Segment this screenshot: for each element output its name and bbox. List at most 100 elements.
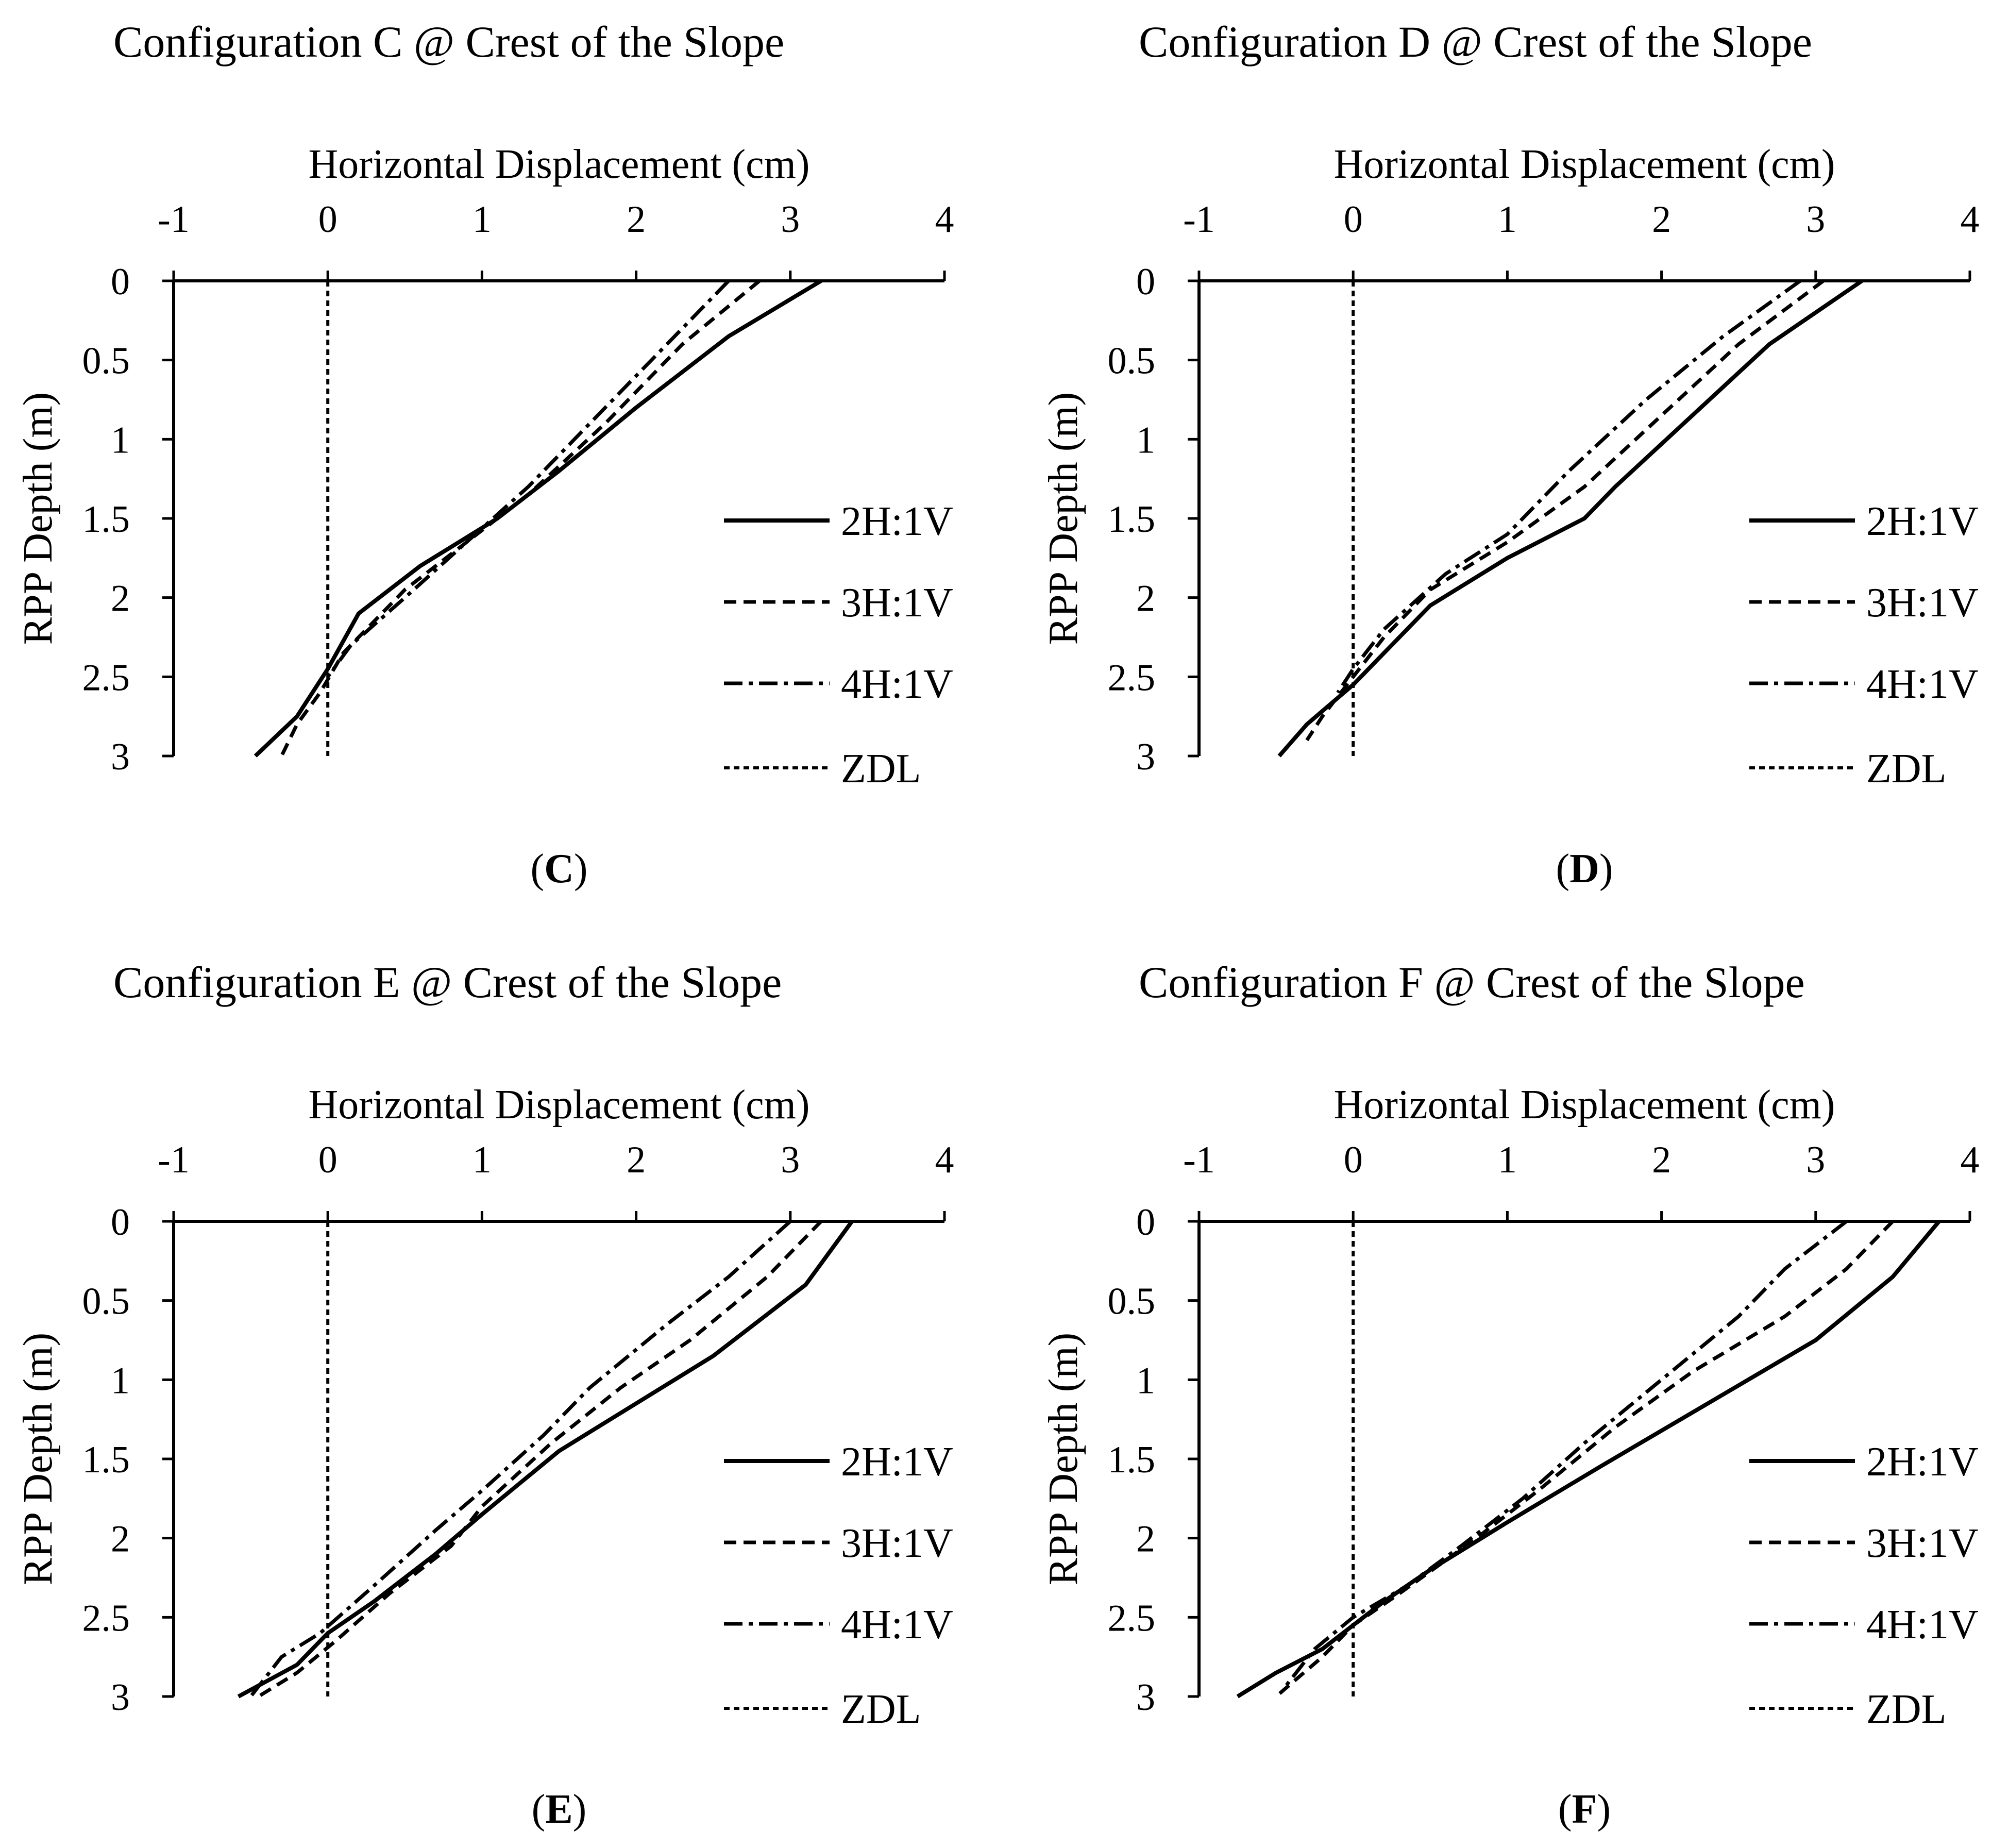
- panel-caption-letter: C: [544, 846, 574, 892]
- legend-label: 4H:1V: [841, 1602, 953, 1648]
- series-line-4h-1v: [1282, 1220, 1848, 1690]
- y-axis-label: RPP Depth (m): [15, 1333, 61, 1585]
- x-tick-label: 4: [935, 198, 954, 241]
- y-tick-label: 3: [1136, 1676, 1155, 1719]
- y-tick-label: 3: [1136, 736, 1155, 778]
- x-tick-label: 0: [1344, 1139, 1363, 1181]
- y-tick-label: 0.5: [82, 1281, 130, 1323]
- series-line-4h-1v: [1336, 279, 1801, 694]
- y-tick-label: 2: [1136, 578, 1155, 620]
- chart-title: Configuration D @ Crest of the Slope: [1139, 17, 1812, 66]
- y-tick-label: 1: [111, 419, 130, 461]
- x-axis-label: Horizontal Displacement (cm): [309, 1082, 810, 1128]
- x-tick-label: -1: [158, 198, 190, 241]
- x-tick-label: 2: [627, 198, 646, 241]
- chart-title: Configuration C @ Crest of the Slope: [113, 17, 784, 66]
- series-line-2h-1v: [254, 279, 822, 758]
- chart-panel-f: Configuration F @ Crest of the Slope Hori…: [1041, 957, 1980, 1832]
- x-tick-label: -1: [1183, 1139, 1215, 1181]
- x-tick-label: 0: [318, 198, 337, 241]
- panel-caption: (E): [532, 1787, 587, 1832]
- x-tick-label: -1: [158, 1139, 190, 1181]
- x-tick-label: 0: [1344, 198, 1363, 241]
- y-tick-label: 1.5: [1108, 498, 1156, 541]
- x-tick-label: 3: [781, 198, 800, 241]
- legend-label: ZDL: [841, 746, 921, 792]
- legend-label: 3H:1V: [841, 1521, 953, 1566]
- panel-caption-letter: E: [545, 1787, 572, 1832]
- legend-label: 2H:1V: [1866, 499, 1979, 544]
- y-axis-label: RPP Depth (m): [15, 392, 61, 645]
- legend-label: 4H:1V: [1866, 662, 1979, 707]
- chart-panel-e: Configuration E @ Crest of the Slope Hori…: [15, 957, 954, 1832]
- y-tick-label: 1: [1136, 1359, 1155, 1402]
- panel-caption: (D): [1556, 846, 1613, 892]
- series-line-3h-1v: [280, 279, 761, 757]
- series-line-2h-1v: [1277, 279, 1863, 758]
- legend-label: 3H:1V: [1866, 580, 1979, 626]
- x-tick-label: 2: [1652, 198, 1671, 241]
- legend-label: 4H:1V: [1866, 1602, 1979, 1648]
- panel-caption-letter: F: [1572, 1787, 1597, 1832]
- x-tick-label: 3: [781, 1139, 800, 1181]
- series-line-4h-1v: [249, 1220, 792, 1698]
- chart-title: Configuration E @ Crest of the Slope: [113, 957, 782, 1007]
- legend-label: 4H:1V: [841, 662, 953, 707]
- y-tick-label: 2: [111, 578, 130, 620]
- y-tick-label: 1.5: [1108, 1439, 1156, 1481]
- legend-label: 3H:1V: [841, 580, 953, 626]
- y-tick-label: 0.5: [82, 340, 130, 382]
- y-tick-label: 2: [1136, 1518, 1155, 1560]
- x-tick-label: 1: [1498, 1139, 1517, 1181]
- chart-title: Configuration F @ Crest of the Slope: [1139, 957, 1805, 1007]
- x-axis-label: Horizontal Displacement (cm): [1334, 142, 1835, 187]
- series-line-3h-1v: [1275, 1220, 1894, 1698]
- x-tick-label: 4: [1961, 198, 1980, 241]
- series-line-3h-1v: [1305, 279, 1825, 742]
- y-tick-label: 3: [111, 1676, 130, 1719]
- series-line-3h-1v: [257, 1220, 823, 1698]
- y-tick-label: 1.5: [82, 498, 130, 541]
- legend-label: ZDL: [1866, 1687, 1947, 1732]
- panel-caption-letter: D: [1569, 846, 1599, 892]
- x-tick-label: 2: [1652, 1139, 1671, 1181]
- x-tick-label: 3: [1806, 198, 1825, 241]
- y-tick-label: 0: [111, 1201, 130, 1244]
- x-axis-label: Horizontal Displacement (cm): [309, 142, 810, 187]
- legend-label: ZDL: [841, 1687, 921, 1732]
- y-tick-label: 2.5: [82, 1597, 130, 1639]
- series-line-4h-1v: [326, 279, 730, 678]
- x-tick-label: 4: [935, 1139, 954, 1181]
- y-tick-label: 2: [111, 1518, 130, 1560]
- y-tick-label: 0: [1136, 261, 1155, 303]
- y-tick-label: 0: [111, 261, 130, 303]
- y-tick-label: 2.5: [82, 657, 130, 699]
- x-tick-label: 3: [1806, 1139, 1825, 1181]
- x-axis-label: Horizontal Displacement (cm): [1334, 1082, 1835, 1128]
- y-tick-label: 2.5: [1108, 657, 1156, 699]
- series-line-2h-1v: [237, 1220, 854, 1699]
- y-tick-label: 0.5: [1108, 340, 1156, 382]
- x-tick-label: 1: [472, 1139, 492, 1181]
- chart-panel-d: Configuration D @ Crest of the Slope Hori…: [1041, 17, 1980, 892]
- legend-label: 2H:1V: [841, 1439, 953, 1485]
- x-tick-label: 0: [318, 1139, 337, 1181]
- x-tick-label: 4: [1961, 1139, 1980, 1181]
- legend-label: 2H:1V: [1866, 1439, 1979, 1485]
- y-tick-label: 1: [111, 1359, 130, 1402]
- x-tick-label: 2: [627, 1139, 646, 1181]
- y-tick-label: 1.5: [82, 1439, 130, 1481]
- y-tick-label: 2.5: [1108, 1597, 1156, 1639]
- x-tick-label: 1: [1498, 198, 1517, 241]
- series-line-2h-1v: [1236, 1220, 1941, 1699]
- legend-label: 3H:1V: [1866, 1521, 1979, 1566]
- legend-label: ZDL: [1866, 746, 1947, 792]
- x-tick-label: 1: [472, 198, 492, 241]
- chart-panel-c: Configuration C @ Crest of the Slope Hori…: [15, 17, 954, 892]
- legend-label: 2H:1V: [841, 499, 953, 544]
- y-tick-label: 0.5: [1108, 1281, 1156, 1323]
- y-axis-label: RPP Depth (m): [1041, 1333, 1086, 1585]
- x-tick-label: -1: [1183, 198, 1215, 241]
- y-tick-label: 1: [1136, 419, 1155, 461]
